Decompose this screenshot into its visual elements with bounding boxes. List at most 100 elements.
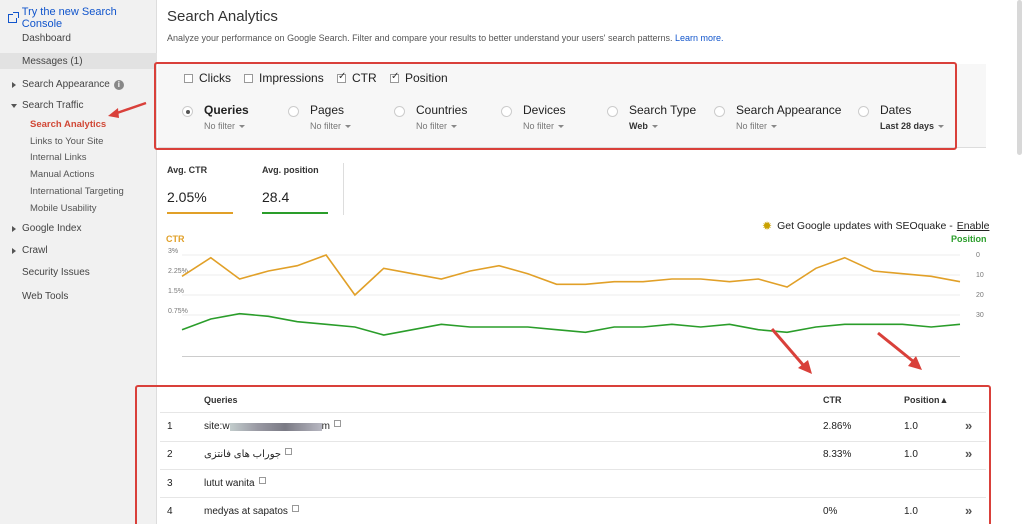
column-header-queries[interactable]: Queries <box>204 395 238 405</box>
sidebar-selection-highlight <box>0 53 157 69</box>
grouping-countries-filter[interactable]: No filter <box>416 121 467 131</box>
sidebar-item-dashboard[interactable]: Dashboard <box>22 33 71 44</box>
checkbox-box-checked <box>337 71 346 83</box>
info-icon[interactable]: i <box>113 80 124 90</box>
metric-position-color-bar <box>262 212 328 214</box>
grouping-pages-filter[interactable]: No filter <box>310 121 352 131</box>
left-tick-label: 3% <box>168 248 178 255</box>
checkbox-box <box>244 73 253 83</box>
series-line-position <box>181 312 961 336</box>
radio-icon <box>288 106 299 117</box>
left-tick-label: 2.25% <box>168 268 188 275</box>
row-divider <box>160 441 986 442</box>
query-link[interactable]: lutut wanita <box>204 477 266 489</box>
redacted-text <box>229 422 322 431</box>
chevron-down-icon <box>239 125 246 129</box>
sidebar-item-security-issues[interactable]: Security Issues <box>22 267 90 278</box>
learn-more-link[interactable]: Learn more. <box>675 33 724 43</box>
annotation-arrow-icon <box>108 101 147 118</box>
sidebar-sub-mobile-usability[interactable]: Mobile Usability <box>30 203 97 214</box>
grouping-queries-filter[interactable]: No filter <box>204 121 249 131</box>
chevron-down-icon <box>558 125 565 129</box>
annotation-highlight-box <box>135 385 991 524</box>
sidebar-item-web-tools[interactable]: Web Tools <box>22 291 69 302</box>
radio-selected-icon <box>182 106 193 117</box>
page-subtitle: Analyze your performance on Google Searc… <box>167 33 724 43</box>
query-link[interactable]: site:w m <box>204 420 341 432</box>
external-link-icon <box>8 11 19 23</box>
ctr-cell: 2.86% <box>823 421 852 432</box>
row-divider <box>160 412 986 413</box>
chevron-double-right-icon[interactable]: » <box>965 446 973 461</box>
chart-left-axis-label: CTR <box>166 234 185 244</box>
grouping-queries[interactable]: Queries No filter <box>182 103 249 131</box>
sidebar-sub-search-analytics[interactable]: Search Analytics <box>30 119 107 130</box>
sidebar-item-search-traffic[interactable]: Search Traffic <box>11 100 84 111</box>
annotation-arrow-icon <box>770 328 812 374</box>
radio-icon <box>714 106 725 117</box>
grouping-devices[interactable]: Devices No filter <box>501 103 566 131</box>
sidebar-sub-manual-actions[interactable]: Manual Actions <box>30 169 95 180</box>
external-link-icon[interactable] <box>333 420 341 427</box>
row-divider <box>160 469 986 470</box>
metric-avg-ctr[interactable]: Avg. CTR 2.05% <box>167 160 233 216</box>
column-header-ctr[interactable]: CTR <box>823 395 842 405</box>
try-new-search-console-link[interactable]: Try the new Search Console <box>8 6 156 30</box>
query-link[interactable]: medyas at sapatos <box>204 505 299 517</box>
scrollbar[interactable] <box>1017 0 1022 155</box>
series-line-ctr <box>181 254 961 297</box>
position-cell: 1.0 <box>904 506 918 517</box>
grouping-countries[interactable]: Countries No filter <box>394 103 467 131</box>
sidebar-sub-internal-links[interactable]: Internal Links <box>30 152 87 163</box>
seoquake-gear-icon: ✹ <box>762 219 773 233</box>
radio-icon <box>607 106 618 117</box>
grouping-dates-filter[interactable]: Last 28 days <box>880 121 945 131</box>
seoquake-enable-link[interactable]: Enable <box>956 220 990 232</box>
metric-avg-ctr-value: 2.05% <box>167 189 207 205</box>
ctr-cell: 0% <box>823 506 838 517</box>
grouping-pages[interactable]: Pages No filter <box>288 103 352 131</box>
checkbox-ctr[interactable]: CTR <box>337 71 377 85</box>
chevron-down-icon <box>771 125 778 129</box>
chart-right-axis-label: Position <box>951 234 987 244</box>
checkbox-box <box>184 73 193 83</box>
chevron-double-right-icon[interactable]: » <box>965 503 973 518</box>
left-tick-label: 1.5% <box>168 288 184 295</box>
grouping-search-type[interactable]: Search Type Web <box>607 103 696 131</box>
metric-avg-position-value: 28.4 <box>262 189 290 205</box>
chevron-down-icon <box>451 125 458 129</box>
ctr-cell: 8.33% <box>823 449 852 460</box>
chevron-down-icon <box>938 125 945 129</box>
annotation-highlight-box <box>154 62 957 150</box>
sidebar-item-crawl[interactable]: Crawl <box>12 245 48 256</box>
left-tick-label: 0.75% <box>168 308 188 315</box>
grouping-search-type-filter[interactable]: Web <box>629 121 696 131</box>
grouping-search-appearance-filter[interactable]: No filter <box>736 121 841 131</box>
grouping-search-appearance[interactable]: Search Appearance No filter <box>714 103 841 131</box>
sidebar-sub-links-to-your-site[interactable]: Links to Your Site <box>30 136 104 147</box>
query-link[interactable]: جوراب های فانتزی <box>204 448 293 460</box>
sidebar-item-search-appearance[interactable]: Search Appearance i <box>12 79 124 90</box>
external-link-icon[interactable] <box>291 505 299 512</box>
chevron-double-right-icon[interactable]: » <box>965 418 973 433</box>
image-fade-overlay <box>990 440 1024 524</box>
row-number: 2 <box>167 449 173 460</box>
checkbox-clicks[interactable]: Clicks <box>184 71 231 85</box>
checkbox-position[interactable]: Position <box>390 71 448 85</box>
external-link-icon[interactable] <box>285 448 293 455</box>
grouping-dates[interactable]: Dates Last 28 days <box>858 103 945 131</box>
checkbox-impressions[interactable]: Impressions <box>244 71 324 85</box>
metric-ctr-color-bar <box>167 212 233 214</box>
position-cell: 1.0 <box>904 449 918 460</box>
sidebar-item-messages[interactable]: Messages (1) <box>22 56 83 67</box>
sidebar-sub-international-targeting[interactable]: International Targeting <box>30 186 124 197</box>
column-header-position[interactable]: Position▲ <box>904 395 949 405</box>
radio-icon <box>858 106 869 117</box>
seoquake-banner: ✹ Get Google updates with SEOquake - Ena… <box>762 219 990 233</box>
metric-avg-position[interactable]: Avg. position 28.4 <box>262 160 328 216</box>
external-link-icon[interactable] <box>258 477 266 484</box>
grouping-devices-filter[interactable]: No filter <box>523 121 566 131</box>
row-number: 1 <box>167 421 173 432</box>
sidebar-item-google-index[interactable]: Google Index <box>12 223 82 234</box>
radio-icon <box>501 106 512 117</box>
